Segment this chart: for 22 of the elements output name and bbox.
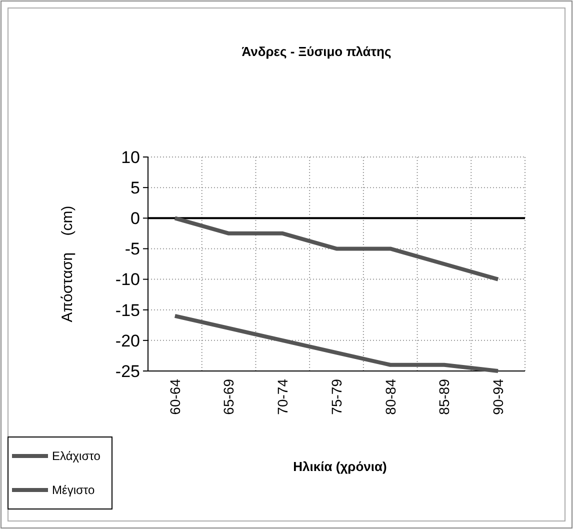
y-tick-label: 5	[130, 178, 140, 198]
y-tick-label: -10	[115, 270, 140, 290]
x-tick-label: 60-64	[166, 378, 183, 415]
y-axis-title: Απόσταση (cm)	[59, 206, 76, 322]
y-tick-label: -25	[115, 362, 140, 381]
x-tick-label: 70-74	[274, 378, 291, 415]
legend-label: Ελάχιστο	[52, 449, 101, 464]
x-tick-label: 80-84	[382, 378, 398, 415]
x-tick-label: 85-89	[436, 378, 452, 415]
y-tick-label: 0	[130, 209, 140, 228]
line-series	[172, 314, 500, 373]
chart-title: Άνδρες - Ξύσιμο πλάτης	[242, 44, 392, 59]
x-tick-label: 75-79	[328, 378, 344, 415]
y-tick-label: -20	[115, 331, 140, 350]
x-tick-label: 90-94	[490, 378, 506, 415]
x-tick-label: 65-69	[220, 378, 237, 415]
y-tick-label: -15	[115, 300, 140, 320]
y-tick-label: -5	[124, 240, 140, 259]
x-axis-title: Ηλικία (χρόνια)	[293, 459, 387, 474]
line-series	[172, 216, 500, 282]
legend-label: Μέγιστο	[52, 483, 95, 498]
y-tick-label: 10	[121, 148, 140, 167]
